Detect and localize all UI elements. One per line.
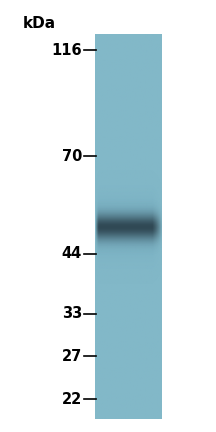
Text: 44: 44 xyxy=(62,246,82,261)
Text: 27: 27 xyxy=(62,349,82,364)
Text: 70: 70 xyxy=(62,149,82,164)
Text: 33: 33 xyxy=(62,306,82,321)
Text: 22: 22 xyxy=(62,391,82,407)
Text: kDa: kDa xyxy=(22,16,56,31)
Text: 116: 116 xyxy=(51,43,82,58)
